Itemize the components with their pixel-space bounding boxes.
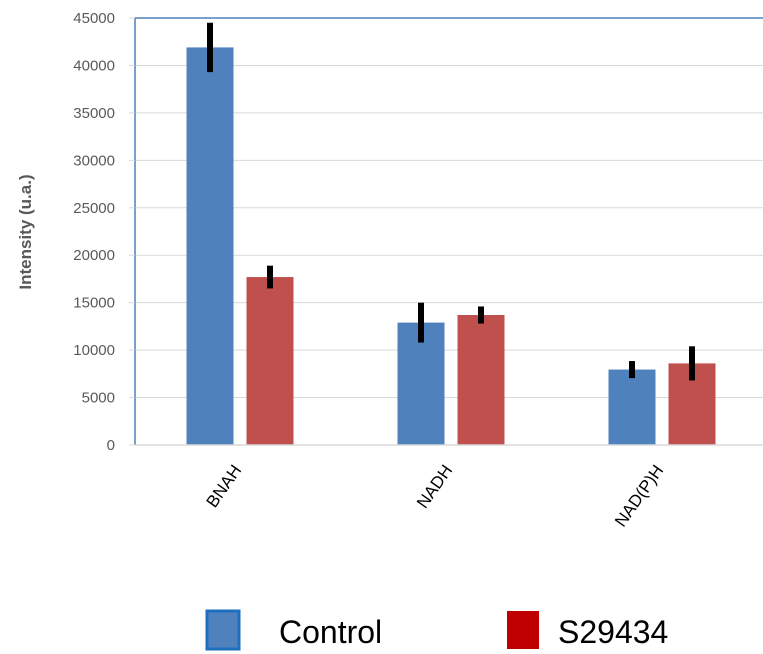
y-tick-label: 5000: [82, 390, 115, 407]
legend-swatch-s29434: [507, 611, 539, 649]
x-tick-label: NADH: [413, 461, 456, 511]
axes: [129, 17, 763, 446]
error-bars: [207, 22, 695, 381]
x-category-labels: BNAH NADH NAD(P)H: [203, 461, 668, 530]
bars: [186, 47, 716, 445]
legend-label-s29434: S29434: [558, 614, 668, 650]
y-tick-label: 40000: [73, 57, 115, 74]
y-tick-labels: 0 5000 10000 15000 20000 25000 30000 35000 40000…: [73, 10, 115, 454]
legend-label-control: Control: [279, 614, 382, 650]
y-tick-label: 30000: [73, 152, 115, 169]
y-tick-label: 25000: [73, 200, 115, 217]
x-tick-label: NAD(P)H: [611, 461, 667, 530]
bar-control-bnah: [186, 47, 234, 445]
y-tick-label: 10000: [73, 342, 115, 359]
bar-control-nadh: [397, 322, 445, 445]
y-tick-label: 20000: [73, 247, 115, 264]
bar-s29434-bnah: [246, 277, 294, 445]
y-axis-title: Intensity (u.a.): [16, 174, 35, 289]
x-tick-label: BNAH: [203, 461, 246, 511]
y-tick-label: 0: [107, 437, 115, 454]
y-tick-label: 35000: [73, 105, 115, 122]
y-tick-label: 15000: [73, 295, 115, 312]
y-tick-label: 45000: [73, 10, 115, 27]
bar-control-nadph: [608, 369, 656, 445]
legend-swatch-control: [205, 609, 241, 651]
legend: Control S29434: [205, 609, 668, 651]
bar-s29434-nadh: [457, 315, 505, 445]
